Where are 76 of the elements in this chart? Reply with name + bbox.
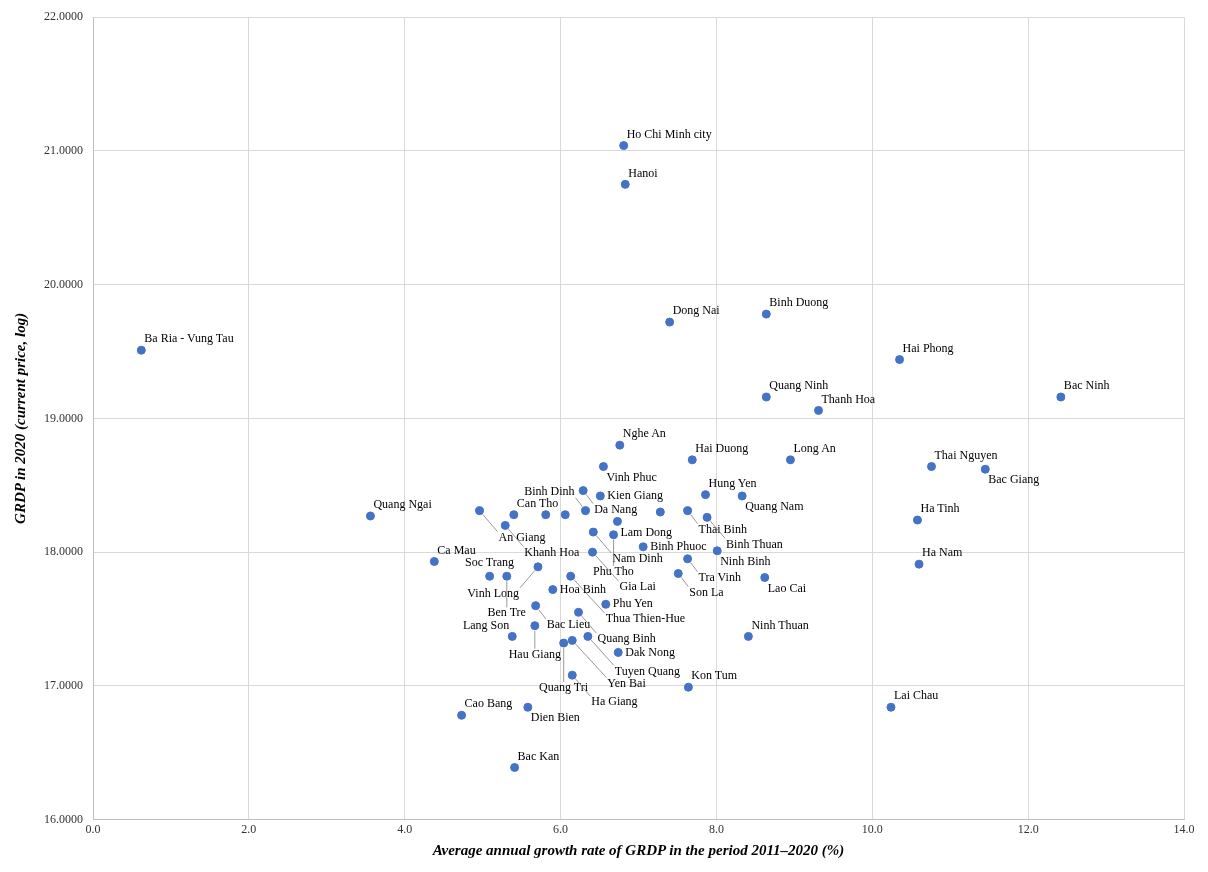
y-tick-label: 18.0000 xyxy=(44,544,83,559)
annotation: Kien Giang xyxy=(607,488,663,503)
x-tick-label: 14.0 xyxy=(1173,821,1195,836)
annotation: Ba Ria - Vung Tau xyxy=(144,331,234,346)
annotation: Ca Mau xyxy=(437,542,476,557)
x-tick-label: 12.0 xyxy=(1017,821,1039,836)
annotation: Binh Thuan xyxy=(726,536,783,551)
annotation: Hung Yen xyxy=(708,475,757,490)
annotation: Dak Nong xyxy=(625,644,675,659)
x-tick-label: 10.0 xyxy=(861,821,883,836)
annotation: Ben Tre xyxy=(487,605,526,620)
annotation: Ninh Binh xyxy=(720,553,771,568)
annotation: Bac Giang xyxy=(988,472,1040,487)
annotation: Vinh Long xyxy=(467,586,519,600)
annotation: Bac Kan xyxy=(517,748,560,763)
annotation: Soc Trang xyxy=(465,555,515,570)
annotation: Yen Bai xyxy=(607,675,647,690)
annotation: Long An xyxy=(793,441,836,456)
annotation: Can Tho xyxy=(516,495,559,510)
annotation: Lam Dong xyxy=(620,524,673,539)
annotation: Hai Duong xyxy=(695,441,749,456)
y-tick-label: 20.0000 xyxy=(44,276,83,291)
annotation: Vinh Phuc xyxy=(606,469,657,484)
annotation: Hau Giang xyxy=(508,646,562,661)
annotation: Lao Cai xyxy=(767,580,807,595)
annotation: Hai Phong xyxy=(902,340,954,355)
y-tick-label: 17.0000 xyxy=(44,678,83,693)
annotation: Binh Phuoc xyxy=(650,538,707,553)
annotation: Thai Binh xyxy=(698,521,747,536)
annotation: Quang Tri xyxy=(539,680,589,695)
annotation: Lang Son xyxy=(462,617,510,632)
annotation: Binh Dinh xyxy=(524,483,575,498)
annotation: Khanh Hoa xyxy=(524,544,580,559)
annotation: Hoa Binh xyxy=(559,581,607,596)
annotation: Da Nang xyxy=(594,501,638,516)
annotation: Phu Tho xyxy=(593,563,634,578)
annotation: Ho Chi Minh city xyxy=(626,126,712,141)
annotation: Ha Nam xyxy=(922,545,964,560)
annotation: Lai Chau xyxy=(893,688,939,703)
annotation: Tra Vinh xyxy=(698,569,741,584)
annotation: Nam Dinh xyxy=(612,551,663,566)
y-tick-label: 21.0000 xyxy=(44,143,83,158)
annotation: Kon Tum xyxy=(691,668,738,683)
annotation: Ninh Thuan xyxy=(751,617,809,632)
x-tick-label: 8.0 xyxy=(708,821,724,836)
annotation: Thua Thien-Hue xyxy=(605,611,686,626)
annotation: Gia Lai xyxy=(619,579,657,594)
annotation: Bac Lieu xyxy=(546,616,591,631)
annotation: Tuyen Quang xyxy=(614,663,681,678)
annotation: Binh Duong xyxy=(769,295,829,310)
annotation: Quang Nam xyxy=(745,499,805,514)
annotation: Dong Nai xyxy=(672,303,721,318)
annotation: Thai Nguyen xyxy=(934,447,998,462)
x-axis-title: Average annual growth rate of GRDP in the period 2011–2020 (%) xyxy=(431,841,845,859)
annotation: Cao Bang xyxy=(464,696,513,711)
y-axis-title: GRDP in 2020 (current price, log) xyxy=(11,312,29,524)
y-tick-label: 22.0000 xyxy=(44,9,83,24)
annotation: Hanoi xyxy=(628,165,659,180)
annotation: An Giang xyxy=(498,529,546,544)
annotation: Nghe An xyxy=(622,426,666,441)
x-tick-label: 2.0 xyxy=(241,821,257,836)
annotation: Quang Ninh xyxy=(769,378,829,393)
annotation: Son La xyxy=(689,584,725,599)
annotation: Quang Binh xyxy=(597,631,656,646)
annotation: Ha Giang xyxy=(591,694,638,709)
y-tick-label: 16.0000 xyxy=(44,811,83,826)
x-tick-label: 6.0 xyxy=(553,821,569,836)
annotation: Thanh Hoa xyxy=(821,391,876,406)
annotation: Ha Tinh xyxy=(920,501,960,516)
annotation: Bac Ninh xyxy=(1063,378,1110,393)
x-tick-label: 0.0 xyxy=(85,821,101,836)
annotation: Phu Yen xyxy=(612,596,653,611)
annotation: Quang Ngai xyxy=(373,497,433,512)
y-tick-label: 19.0000 xyxy=(44,410,83,425)
x-tick-label: 4.0 xyxy=(397,821,413,836)
annotation: Dien Bien xyxy=(530,710,580,725)
